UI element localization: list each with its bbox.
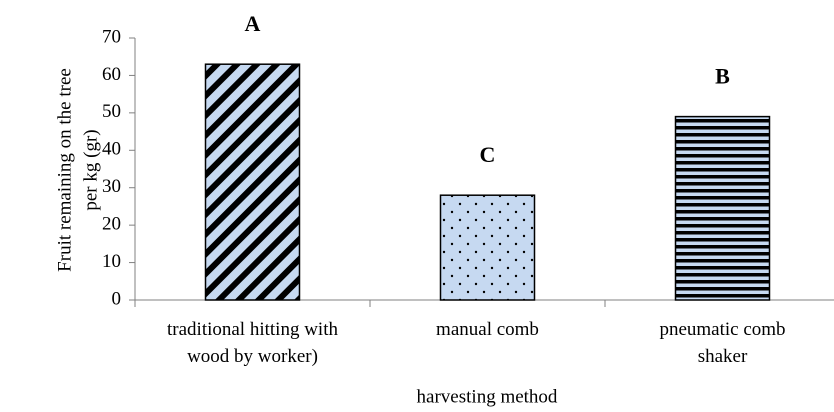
y-tick-label: 20 [102,214,121,235]
annotation: C [480,142,496,167]
x-tick-label: pneumatic comb shaker [659,319,786,367]
x-tick-label: manual comb [436,319,539,340]
x-axis-label: harvesting method [417,386,558,407]
bar [674,115,771,301]
y-axis-label: per kg (gr) [80,129,101,210]
annotation: B [715,64,730,89]
bar [439,194,536,301]
y-tick-label: 10 [102,251,121,272]
x-tick-label: traditional hitting with wood by worker) [167,319,338,367]
y-tick-label: 30 [102,176,121,197]
bar [204,63,301,301]
y-tick-label: 0 [112,288,122,309]
annotation: A [245,11,261,36]
y-tick-label: 50 [102,101,121,122]
y-tick-label: 70 [102,26,121,47]
y-axis-label: Fruit remaining on the tree [54,68,75,272]
y-tick-label: 40 [102,139,121,160]
y-tick-label: 60 [102,64,121,85]
